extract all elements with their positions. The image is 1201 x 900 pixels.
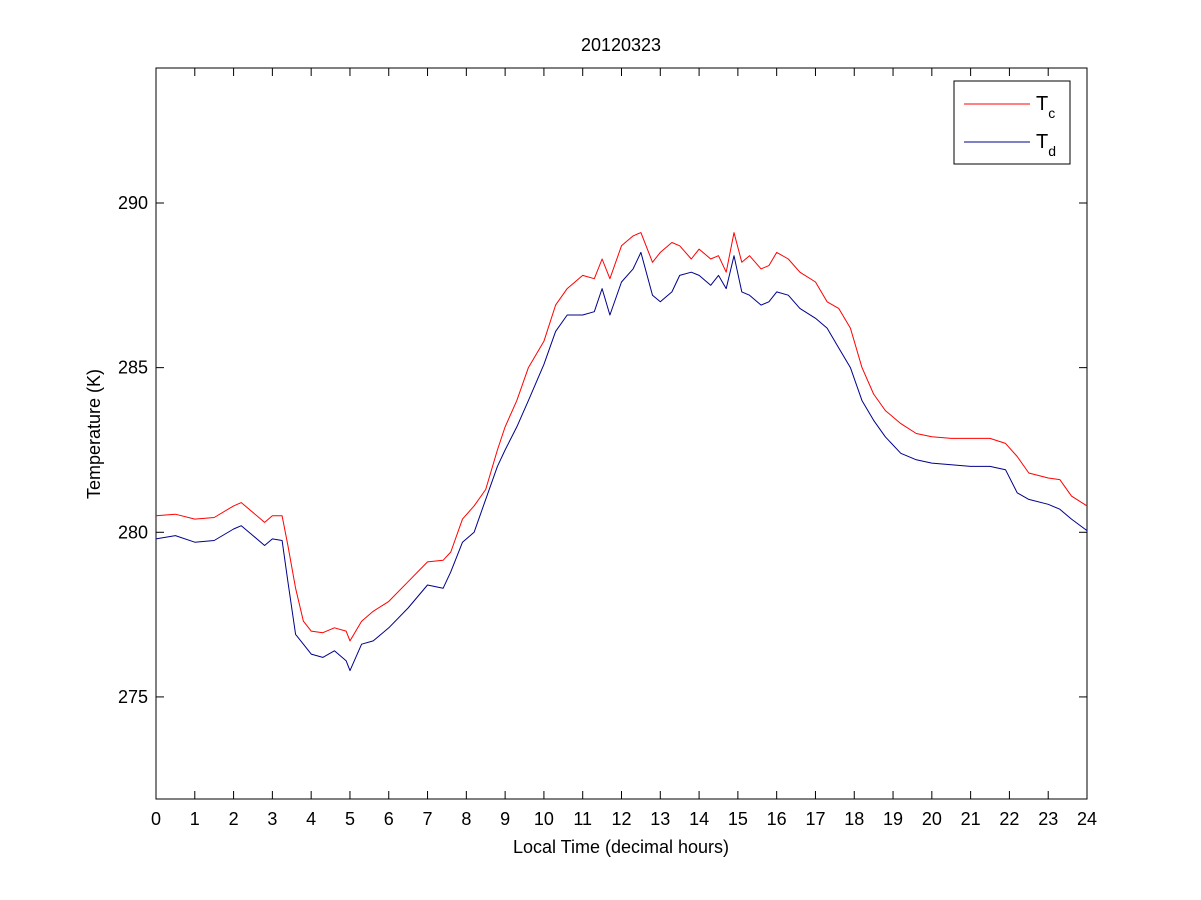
x-tick-label: 17 xyxy=(805,809,825,829)
legend: Tc Td xyxy=(953,80,1071,165)
x-tick-label: 9 xyxy=(500,809,510,829)
x-tick-label: 0 xyxy=(151,809,161,829)
series-line-tc xyxy=(155,232,1088,642)
x-tick-label: 13 xyxy=(650,809,670,829)
y-axis-label: Temperature (K) xyxy=(84,369,104,499)
x-tick-label: 6 xyxy=(384,809,394,829)
x-axis-label: Local Time (decimal hours) xyxy=(513,837,729,857)
x-tick-label: 14 xyxy=(689,809,709,829)
x-axis: 0 1 2 3 4 5 6 7 8 9 10 11 12 13 14 15 16 17 18 19 20 21 22 23 24 xyxy=(151,68,1097,829)
x-tick-label: 5 xyxy=(345,809,355,829)
plot-area xyxy=(155,67,1088,800)
y-tick-label: 280 xyxy=(118,522,148,542)
x-tick-label: 3 xyxy=(267,809,277,829)
x-tick-label: 23 xyxy=(1038,809,1058,829)
x-tick-label: 11 xyxy=(573,809,592,829)
x-tick-label: 21 xyxy=(961,809,981,829)
x-tick-label: 1 xyxy=(190,809,200,829)
x-tick-label: 16 xyxy=(767,809,787,829)
series-line-td xyxy=(155,251,1088,672)
y-axis: 275 280 285 290 xyxy=(118,193,1087,707)
x-tick-label: 12 xyxy=(611,809,631,829)
x-tick-label: 15 xyxy=(728,809,748,829)
x-tick-label: 22 xyxy=(999,809,1019,829)
x-tick-label: 7 xyxy=(423,809,433,829)
x-tick-label: 20 xyxy=(922,809,942,829)
x-tick-label: 18 xyxy=(844,809,864,829)
axes-box xyxy=(155,67,1088,800)
legend-label-tc: Tc xyxy=(1036,93,1055,121)
legend-label-td: Td xyxy=(1036,131,1056,159)
x-tick-label: 2 xyxy=(229,809,239,829)
series-layer xyxy=(155,232,1088,672)
legend-box xyxy=(953,80,1071,165)
y-tick-label: 275 xyxy=(118,687,148,707)
y-tick-label: 285 xyxy=(118,358,148,378)
y-tick-label: 290 xyxy=(118,193,148,213)
x-tick-label: 19 xyxy=(883,809,903,829)
x-tick-label: 24 xyxy=(1077,809,1097,829)
x-tick-label: 10 xyxy=(534,809,554,829)
x-tick-label: 4 xyxy=(306,809,316,829)
chart-title: 20120323 xyxy=(581,35,661,55)
x-tick-label: 8 xyxy=(461,809,471,829)
